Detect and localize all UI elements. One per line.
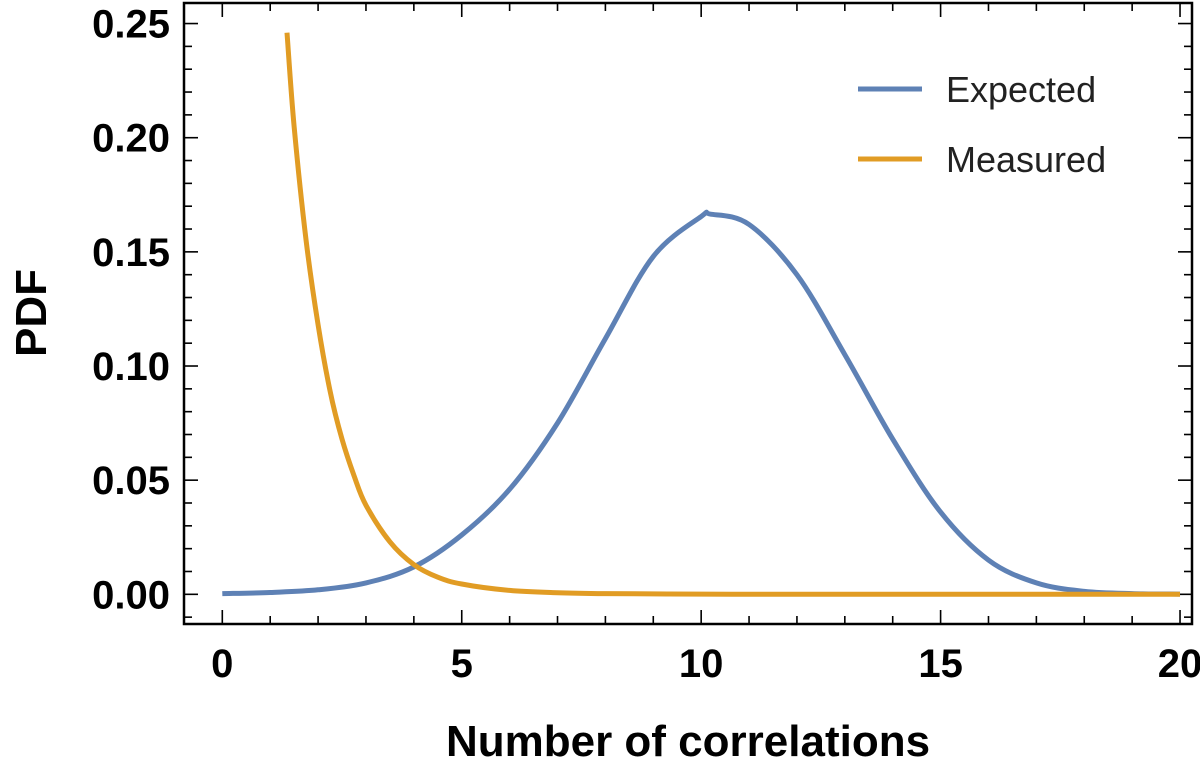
plot-frame: [182, 1, 1194, 626]
series-lines: [222, 32, 1181, 597]
y-axis-label: PDF: [7, 269, 56, 357]
x-tick-label: 10: [679, 642, 724, 686]
series-line-expected: [222, 209, 1181, 597]
y-tick-label: 0.05: [92, 459, 170, 503]
legend-label-expected: Expected: [946, 69, 1096, 110]
y-tick-label: 0.20: [92, 117, 170, 161]
legend: Expected Measured: [858, 69, 1106, 180]
x-axis-label: Number of correlations: [446, 717, 930, 759]
y-tick-label: 0.15: [92, 231, 170, 275]
x-tick-label: 5: [451, 642, 473, 686]
x-tick-label: 0: [211, 642, 233, 686]
x-tick-label: 20: [1158, 642, 1200, 686]
y-tick-label: 0.00: [92, 573, 170, 617]
x-tick-label: 15: [918, 642, 963, 686]
y-tick-label: 0.10: [92, 345, 170, 389]
axis-tick-labels: 0 5 10 15 20 0.00 0.05 0.10 0.15 0.20 0.25: [92, 3, 1200, 686]
axis-ticks: [184, 3, 1192, 624]
legend-label-measured: Measured: [946, 139, 1106, 180]
series-line-measured: [284, 32, 1180, 597]
y-tick-label: 0.25: [92, 3, 170, 47]
